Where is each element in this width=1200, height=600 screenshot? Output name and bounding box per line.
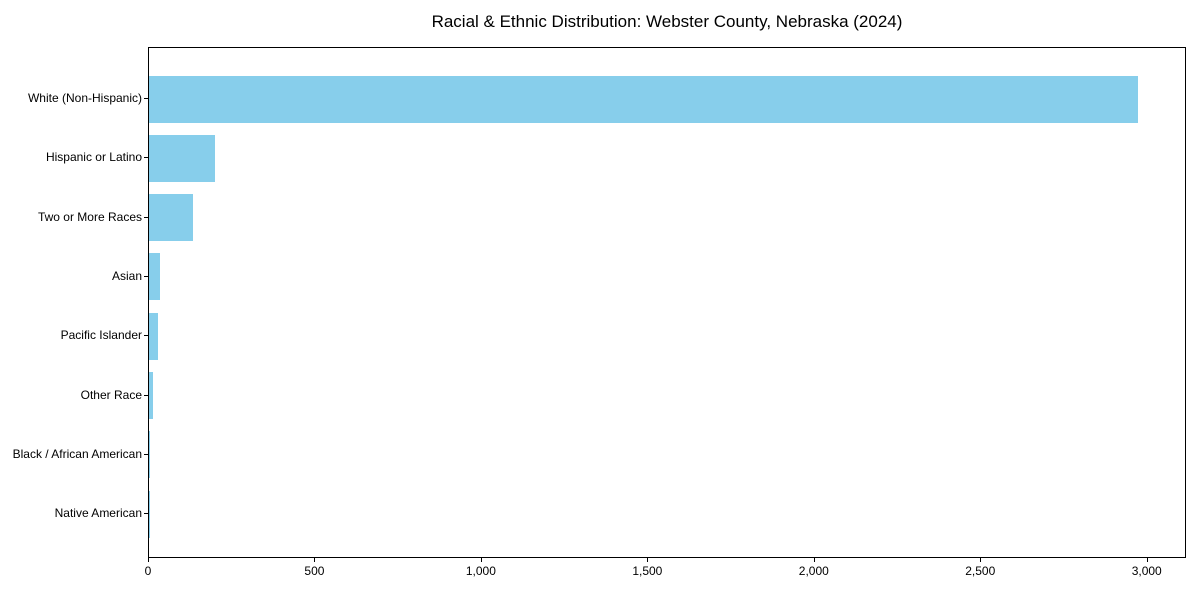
y-axis-label: Black / African American [12, 446, 142, 461]
y-axis-label: Two or More Races [37, 209, 142, 224]
x-axis-tick [480, 558, 482, 562]
x-axis-tick-label: 2,500 [965, 564, 996, 578]
x-axis-tick-label: 1,500 [632, 564, 663, 578]
bar [149, 372, 153, 419]
bar [149, 312, 158, 360]
bar [149, 490, 150, 538]
x-axis-tick-label: 1,000 [465, 564, 496, 578]
chart-title: Racial & Ethnic Distribution: Webster Co… [431, 12, 903, 31]
x-axis-tick-label: 500 [304, 564, 325, 578]
bar [149, 253, 160, 301]
x-axis-tick-label: 0 [144, 564, 152, 578]
y-axis-tick [144, 513, 148, 515]
y-axis-tick [144, 453, 148, 455]
x-axis-tick-label: 3,000 [1131, 564, 1162, 578]
bar [149, 134, 215, 182]
bar [149, 194, 193, 242]
x-axis-tick [647, 558, 649, 562]
y-axis-tick [144, 157, 148, 159]
plot-area [148, 47, 1186, 558]
y-axis-label: Other Race [80, 387, 142, 402]
x-axis-tick [813, 558, 815, 562]
y-axis-label: Hispanic or Latino [45, 150, 142, 165]
x-axis-tick [980, 558, 982, 562]
y-axis-label: Asian [111, 268, 142, 283]
x-axis-tick-label: 2,000 [798, 564, 829, 578]
x-axis-tick [148, 558, 149, 562]
x-axis-tick [314, 558, 316, 562]
y-axis-label: Native American [54, 506, 142, 521]
y-axis-tick [144, 216, 148, 218]
y-axis-tick [144, 98, 148, 99]
bar [149, 431, 150, 479]
y-axis-label: White (Non-Hispanic) [27, 91, 142, 105]
x-axis-tick [1146, 558, 1148, 562]
bar [149, 75, 1138, 123]
y-axis-tick [144, 394, 148, 396]
y-axis-tick [144, 335, 148, 337]
y-axis-label: Pacific Islander [60, 328, 142, 343]
y-axis-tick [144, 275, 148, 277]
